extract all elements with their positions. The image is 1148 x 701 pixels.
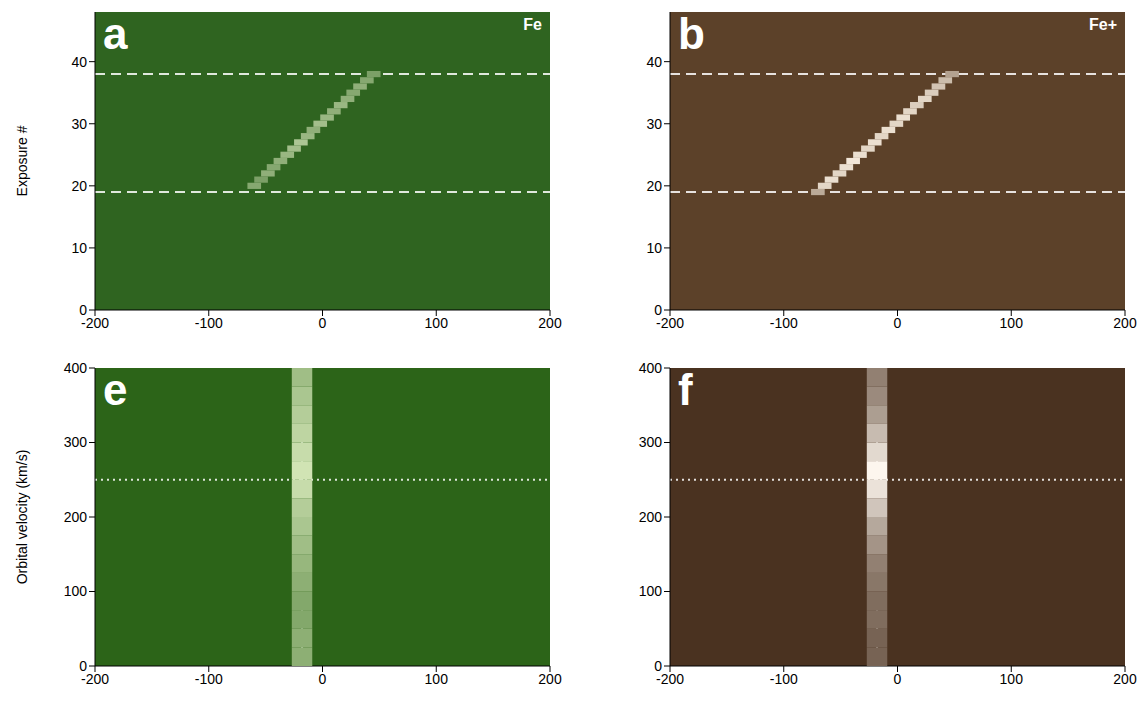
svg-text:100: 100	[425, 671, 449, 687]
svg-text:10: 10	[71, 240, 87, 256]
html-text:b: b	[678, 9, 705, 58]
svg-text:100: 100	[64, 583, 88, 599]
svg-text:300: 300	[639, 434, 663, 450]
svg-text:200: 200	[639, 509, 663, 525]
svg-text:200: 200	[64, 509, 88, 525]
svg-text:-200: -200	[81, 314, 109, 331]
svg-text:200: 200	[1113, 671, 1137, 687]
html-text:e: e	[103, 365, 128, 414]
svg-text:-100: -100	[195, 671, 223, 687]
svg-text:40: 40	[71, 54, 87, 70]
html-text:f: f	[678, 365, 693, 414]
svg-text:100: 100	[1000, 671, 1024, 687]
svg-text:300: 300	[64, 434, 88, 450]
svg-text:400: 400	[64, 360, 88, 376]
svg-text:100: 100	[1000, 315, 1024, 331]
svg-text:20: 20	[71, 178, 87, 194]
svg-text:200: 200	[538, 671, 562, 687]
svg-text:-200: -200	[656, 670, 684, 687]
svg-text:Orbital velocity (km/s): Orbital velocity (km/s)	[14, 450, 30, 585]
html-text:Fe: Fe	[523, 16, 542, 33]
svg-text:0: 0	[654, 302, 662, 318]
svg-text:0: 0	[654, 658, 662, 674]
svg-text:0: 0	[79, 658, 87, 674]
svg-text:200: 200	[1113, 315, 1137, 331]
svg-text:30: 30	[646, 116, 662, 132]
svg-text:40: 40	[646, 54, 662, 70]
svg-text:10: 10	[646, 240, 662, 256]
svg-text:400: 400	[639, 360, 663, 376]
svg-text:-100: -100	[770, 315, 798, 331]
svg-text:0: 0	[319, 315, 327, 331]
svg-text:-100: -100	[770, 671, 798, 687]
svg-text:0: 0	[319, 671, 327, 687]
svg-text:200: 200	[538, 315, 562, 331]
html-text:a: a	[103, 9, 128, 58]
svg-text:100: 100	[639, 583, 663, 599]
svg-text:-200: -200	[656, 314, 684, 331]
svg-text:Exposure #: Exposure #	[14, 125, 30, 196]
svg-text:0: 0	[894, 671, 902, 687]
svg-text:0: 0	[79, 302, 87, 318]
html-text:Fe+: Fe+	[1089, 16, 1117, 33]
svg-text:-100: -100	[195, 315, 223, 331]
svg-text:100: 100	[425, 315, 449, 331]
svg-text:20: 20	[646, 178, 662, 194]
svg-text:0: 0	[894, 315, 902, 331]
svg-text:-200: -200	[81, 670, 109, 687]
svg-text:30: 30	[71, 116, 87, 132]
